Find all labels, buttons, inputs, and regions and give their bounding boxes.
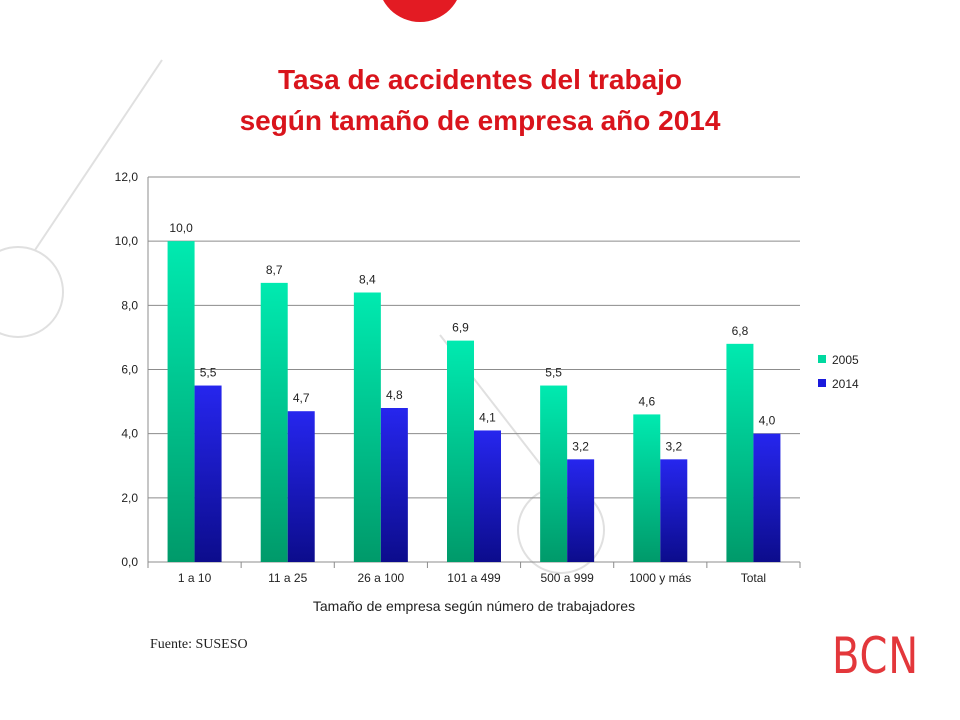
data-label: 4,6 [638, 394, 655, 408]
data-label: 8,4 [359, 273, 376, 287]
y-tick-label: 4,0 [121, 427, 138, 441]
x-tick-label: 500 a 999 [540, 571, 594, 585]
data-label: 4,0 [759, 414, 776, 428]
decor-circle-top [383, 0, 457, 22]
bar-2014 [753, 433, 781, 562]
x-tick-label: 1 a 10 [178, 571, 212, 585]
data-label: 6,8 [732, 324, 749, 338]
source-note: Fuente: SUSESO [150, 637, 248, 652]
bar-2005 [540, 385, 568, 562]
x-axis-label: Tamaño de empresa según número de trabaj… [312, 598, 636, 614]
bar-2014 [380, 408, 408, 562]
bcn-logo: BCN [832, 627, 919, 685]
x-tick-label: Total [741, 571, 766, 585]
legend-swatch-2005 [818, 355, 826, 363]
y-tick-label: 10,0 [115, 234, 139, 248]
x-tick-label: 11 a 25 [268, 571, 307, 585]
bar-2005 [447, 340, 474, 562]
chart-title-line1: Tasa de accidentes del trabajo [277, 64, 683, 95]
data-label: 4,1 [479, 410, 496, 424]
x-tick-label: 101 a 499 [447, 571, 501, 585]
bar-2014 [660, 459, 688, 562]
chart-title-line2: según tamaño de empresa año 2014 [239, 105, 721, 136]
bar-2014 [567, 459, 595, 562]
bar-2014 [194, 385, 222, 562]
legend-label-2014: 2014 [832, 377, 859, 391]
data-label: 8,7 [266, 263, 283, 277]
bar-2005 [353, 292, 381, 562]
bar-2005 [726, 343, 754, 562]
y-tick-label: 12,0 [115, 170, 139, 184]
bar-2014 [474, 430, 501, 562]
bar-2005 [633, 414, 661, 562]
data-label: 3,2 [665, 439, 682, 453]
y-tick-label: 2,0 [121, 491, 138, 505]
data-label: 10,0 [169, 221, 193, 235]
y-tick-label: 0,0 [121, 555, 138, 569]
bar-2014 [287, 411, 315, 562]
bar-2005 [167, 241, 195, 562]
data-label: 6,9 [452, 321, 469, 335]
bar-2005 [260, 282, 288, 562]
data-label: 3,2 [572, 439, 589, 453]
data-label: 4,7 [293, 391, 310, 405]
x-tick-label: 1000 y más [629, 571, 691, 585]
data-label: 5,5 [200, 366, 217, 380]
x-tick-label: 26 a 100 [357, 571, 404, 585]
y-tick-label: 6,0 [121, 363, 138, 377]
decor-circle-left [0, 246, 64, 338]
legend-label-2005: 2005 [832, 353, 859, 367]
data-label: 4,8 [386, 388, 403, 402]
data-label: 5,5 [545, 366, 562, 380]
legend-swatch-2014 [818, 379, 826, 387]
decor-line-left [34, 59, 163, 251]
y-tick-label: 8,0 [121, 298, 138, 312]
